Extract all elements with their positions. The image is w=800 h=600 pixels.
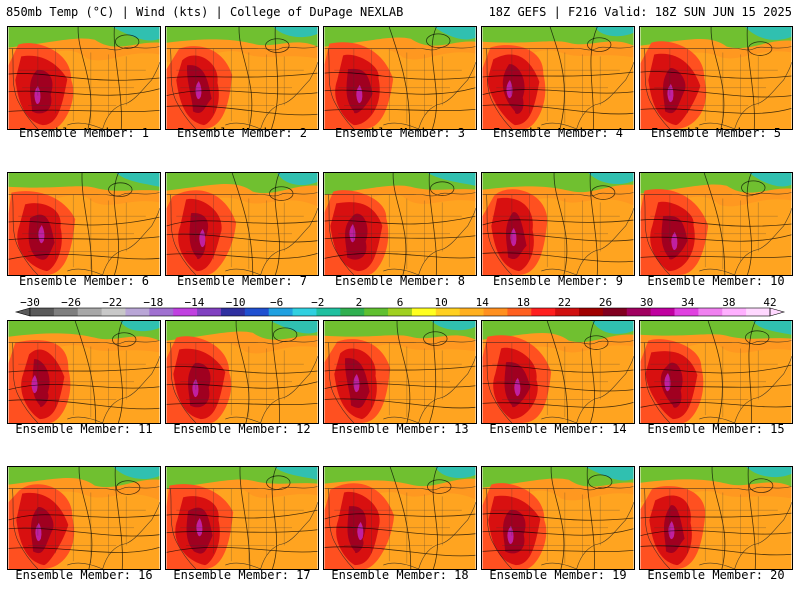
colorbar-swatch (364, 308, 389, 316)
colorbar-swatch (411, 308, 437, 316)
ensemble-member-map (323, 320, 477, 424)
colorbar-swatch (101, 308, 126, 316)
ensemble-member-map (7, 172, 161, 276)
colorbar-tick-label: 30 (640, 296, 653, 309)
ensemble-member-label: Ensemble Member: 8 (334, 274, 466, 288)
ensemble-member-map (639, 320, 793, 424)
colorbar-swatch (173, 308, 198, 316)
colorbar-tick-label: −30 (20, 296, 40, 309)
colorbar-tick-label: −2 (311, 296, 324, 309)
colorbar-tick-label: 2 (356, 296, 363, 309)
colorbar-tick-label: −18 (143, 296, 163, 309)
ensemble-member-map (481, 466, 635, 570)
ensemble-member-label: Ensemble Member: 9 (492, 274, 624, 288)
colorbar-tick-label: 18 (517, 296, 530, 309)
colorbar-swatch (77, 308, 103, 316)
colorbar-swatch (698, 308, 723, 316)
ensemble-member-map (165, 26, 319, 130)
ensemble-member-label: Ensemble Member: 10 (647, 274, 785, 288)
colorbar-swatch (459, 308, 485, 316)
ensemble-member-map (165, 172, 319, 276)
colorbar-swatch (316, 308, 341, 316)
colorbar-tick-label: 26 (599, 296, 612, 309)
ensemble-member-label: Ensemble Member: 7 (176, 274, 308, 288)
colorbar-tick-label: 10 (434, 296, 447, 309)
colorbar-swatch (507, 308, 532, 316)
colorbar-tick-label: 14 (476, 296, 490, 309)
ensemble-member-map (481, 172, 635, 276)
colorbar-swatch (197, 308, 222, 316)
ensemble-member-map (165, 466, 319, 570)
ensemble-member-label: Ensemble Member: 5 (650, 126, 782, 140)
colorbar-swatch (650, 308, 676, 316)
ensemble-member-label: Ensemble Member: 3 (334, 126, 466, 140)
ensemble-member-label: Ensemble Member: 20 (647, 568, 785, 582)
ensemble-member-map (7, 320, 161, 424)
colorbar-swatch (531, 308, 556, 316)
colorbar-swatch (388, 308, 413, 316)
colorbar-swatch (340, 308, 365, 316)
colorbar-swatch (435, 308, 461, 316)
ensemble-member-label: Ensemble Member: 14 (489, 422, 627, 436)
ensemble-member-label: Ensemble Member: 11 (15, 422, 153, 436)
colorbar-left-arrow (14, 307, 31, 317)
ensemble-member-label: Ensemble Member: 17 (173, 568, 311, 582)
ensemble-member-label: Ensemble Member: 15 (647, 422, 785, 436)
colorbar-swatch (746, 308, 771, 316)
model-valid-time: 18Z GEFS | F216 Valid: 18Z SUN JUN 15 20… (488, 5, 792, 19)
ensemble-member-map (323, 466, 477, 570)
ensemble-member-map (7, 466, 161, 570)
colorbar-tick-label: −14 (185, 296, 205, 309)
ensemble-member-map (165, 320, 319, 424)
ensemble-member-label: Ensemble Member: 18 (331, 568, 469, 582)
colorbar-tick-label: 38 (722, 296, 735, 309)
temperature-colorbar: −30 −26 −22 −18 −14 −10 −6 −2 2 6 10 14 18 22 26 30 34 38… (14, 296, 786, 317)
colorbar-swatch (220, 308, 246, 316)
colorbar-tick-label: 6 (397, 296, 404, 309)
ensemble-member-map (323, 26, 477, 130)
colorbar-tick-label: −22 (102, 296, 122, 309)
ensemble-member-label: Ensemble Member: 6 (18, 274, 150, 288)
ensemble-member-map (323, 172, 477, 276)
colorbar-right-arrow (769, 307, 786, 317)
ensemble-member-label: Ensemble Member: 12 (173, 422, 311, 436)
ensemble-member-label: Ensemble Member: 16 (15, 568, 153, 582)
colorbar-swatch (602, 308, 628, 316)
colorbar-tick-label: 34 (681, 296, 695, 309)
colorbar-swatch (483, 308, 508, 316)
ensemble-member-map (481, 26, 635, 130)
colorbar-swatch (722, 308, 747, 316)
colorbar-swatch (268, 308, 294, 316)
map-title: 850mb Temp (°C) | Wind (kts) | College o… (6, 5, 404, 19)
colorbar-swatch (244, 308, 270, 316)
ensemble-member-label: Ensemble Member: 19 (489, 568, 627, 582)
colorbar-swatch (674, 308, 699, 316)
colorbar-swatch (125, 308, 150, 316)
ensemble-member-label: Ensemble Member: 4 (492, 126, 624, 140)
ensemble-member-map (639, 26, 793, 130)
colorbar-tick-label: −6 (270, 296, 283, 309)
ensemble-member-map (639, 466, 793, 570)
colorbar-tick-label: −26 (61, 296, 81, 309)
ensemble-member-map (639, 172, 793, 276)
colorbar-swatch (626, 308, 652, 316)
colorbar-swatch (149, 308, 174, 316)
colorbar-tick-label: 22 (558, 296, 571, 309)
colorbar-swatch (53, 308, 79, 316)
colorbar-swatch (292, 308, 317, 316)
ensemble-member-label: Ensemble Member: 1 (18, 126, 150, 140)
colorbar-tick-label: −10 (226, 296, 246, 309)
colorbar-swatch (579, 308, 604, 316)
ensemble-member-label: Ensemble Member: 2 (176, 126, 308, 140)
colorbar-swatch (555, 308, 580, 316)
colorbar-tick-label: 42 (763, 296, 776, 309)
ensemble-member-label: Ensemble Member: 13 (331, 422, 469, 436)
ensemble-member-map (7, 26, 161, 130)
colorbar-swatch (30, 308, 55, 316)
ensemble-member-map (481, 320, 635, 424)
